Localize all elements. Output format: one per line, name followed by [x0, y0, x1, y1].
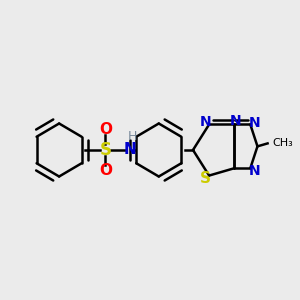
Text: O: O — [99, 122, 112, 137]
Text: H: H — [128, 130, 137, 143]
Text: N: N — [249, 116, 260, 130]
Text: S: S — [200, 171, 211, 186]
Text: N: N — [124, 142, 136, 158]
Text: CH₃: CH₃ — [273, 138, 293, 148]
Text: O: O — [99, 163, 112, 178]
Text: N: N — [200, 115, 212, 129]
Text: S: S — [99, 141, 111, 159]
Text: N: N — [230, 115, 241, 128]
Text: N: N — [249, 164, 260, 178]
